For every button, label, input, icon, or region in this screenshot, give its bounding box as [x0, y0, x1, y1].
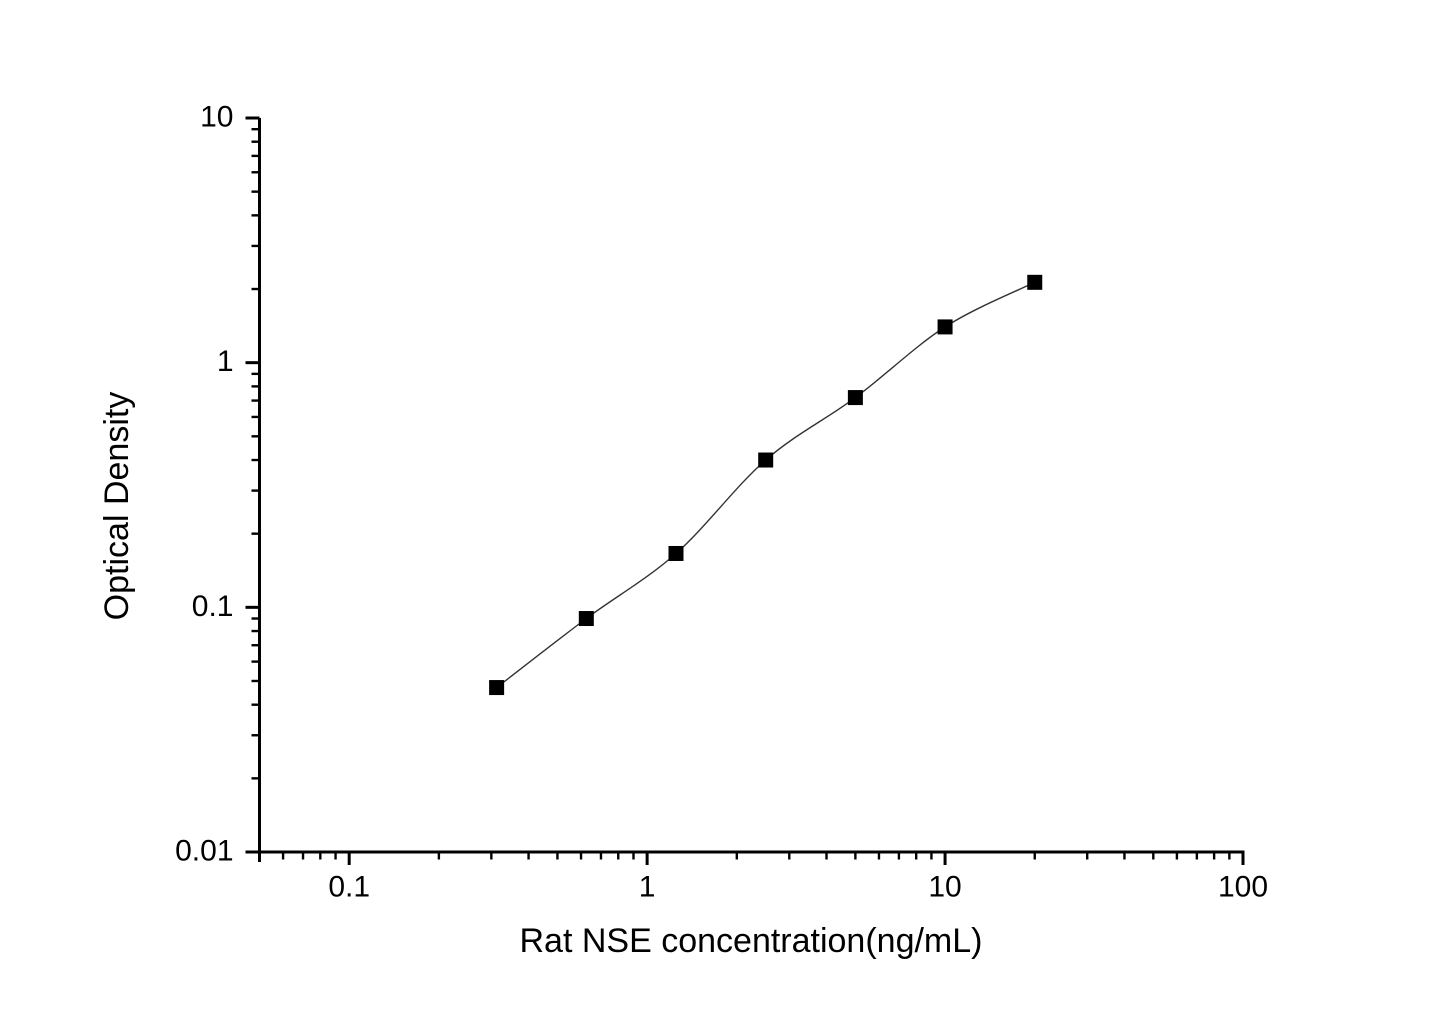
data-point-marker: [847, 390, 863, 406]
data-point-marker: [489, 680, 505, 696]
x-tick-label: 10: [928, 871, 961, 904]
y-tick-label: 1: [217, 345, 234, 378]
y-tick-label: 10: [200, 101, 233, 134]
y-axis-title: Optical Density: [98, 392, 136, 621]
data-point-marker: [578, 611, 594, 627]
x-tick-label: 0.1: [328, 871, 370, 904]
data-point-marker: [758, 452, 774, 468]
x-axis-title: Rat NSE concentration(ng/mL): [520, 922, 983, 960]
x-tick-label: 1: [639, 871, 656, 904]
x-tick-label: 100: [1218, 871, 1268, 904]
data-point-marker: [937, 319, 953, 335]
y-tick-label: 0.01: [175, 835, 233, 868]
data-point-marker: [668, 545, 684, 561]
curve-line: [496, 281, 1036, 689]
data-point-marker: [1027, 274, 1043, 290]
y-tick-label: 0.1: [192, 590, 234, 623]
